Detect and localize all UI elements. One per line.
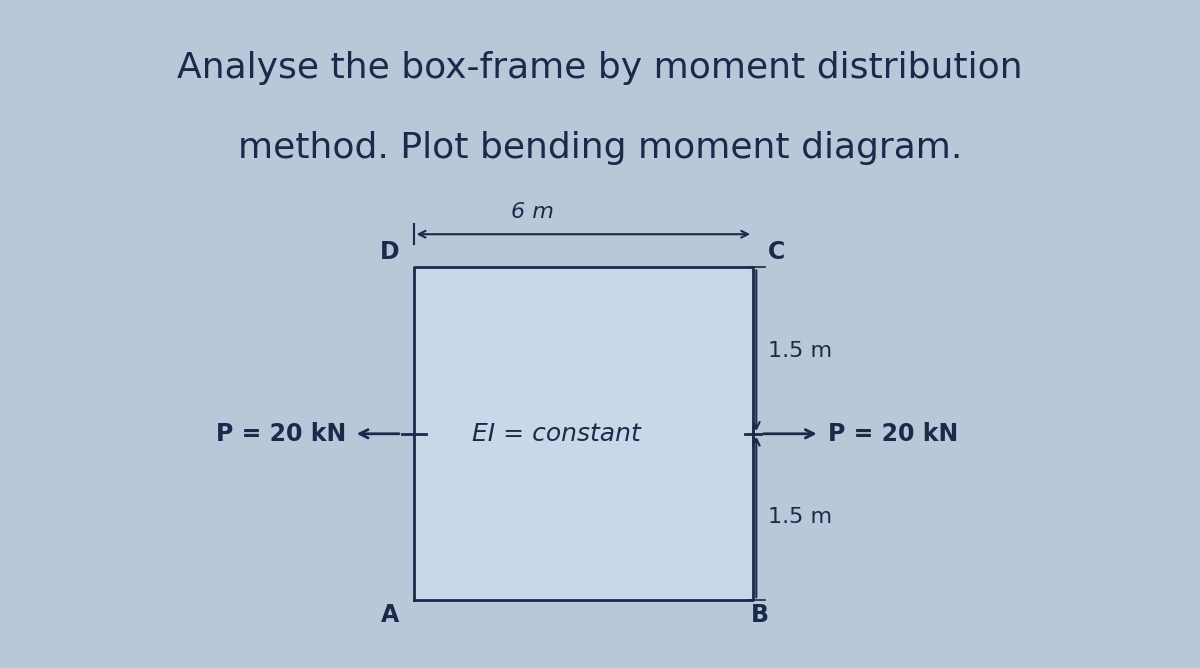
Text: B: B xyxy=(751,603,769,627)
Text: A: A xyxy=(380,603,400,627)
Text: Analyse the box-frame by moment distribution: Analyse the box-frame by moment distribu… xyxy=(178,51,1022,85)
Text: C: C xyxy=(768,240,785,264)
Bar xyxy=(414,267,754,600)
Text: 1.5 m: 1.5 m xyxy=(768,507,832,527)
Text: EI = constant: EI = constant xyxy=(473,422,641,446)
Text: 1.5 m: 1.5 m xyxy=(768,341,832,361)
Text: method. Plot bending moment diagram.: method. Plot bending moment diagram. xyxy=(238,131,962,165)
Text: P = 20 kN: P = 20 kN xyxy=(828,422,958,446)
Text: D: D xyxy=(379,240,400,264)
Text: 6 m: 6 m xyxy=(511,202,554,222)
Text: P = 20 kN: P = 20 kN xyxy=(216,422,346,446)
